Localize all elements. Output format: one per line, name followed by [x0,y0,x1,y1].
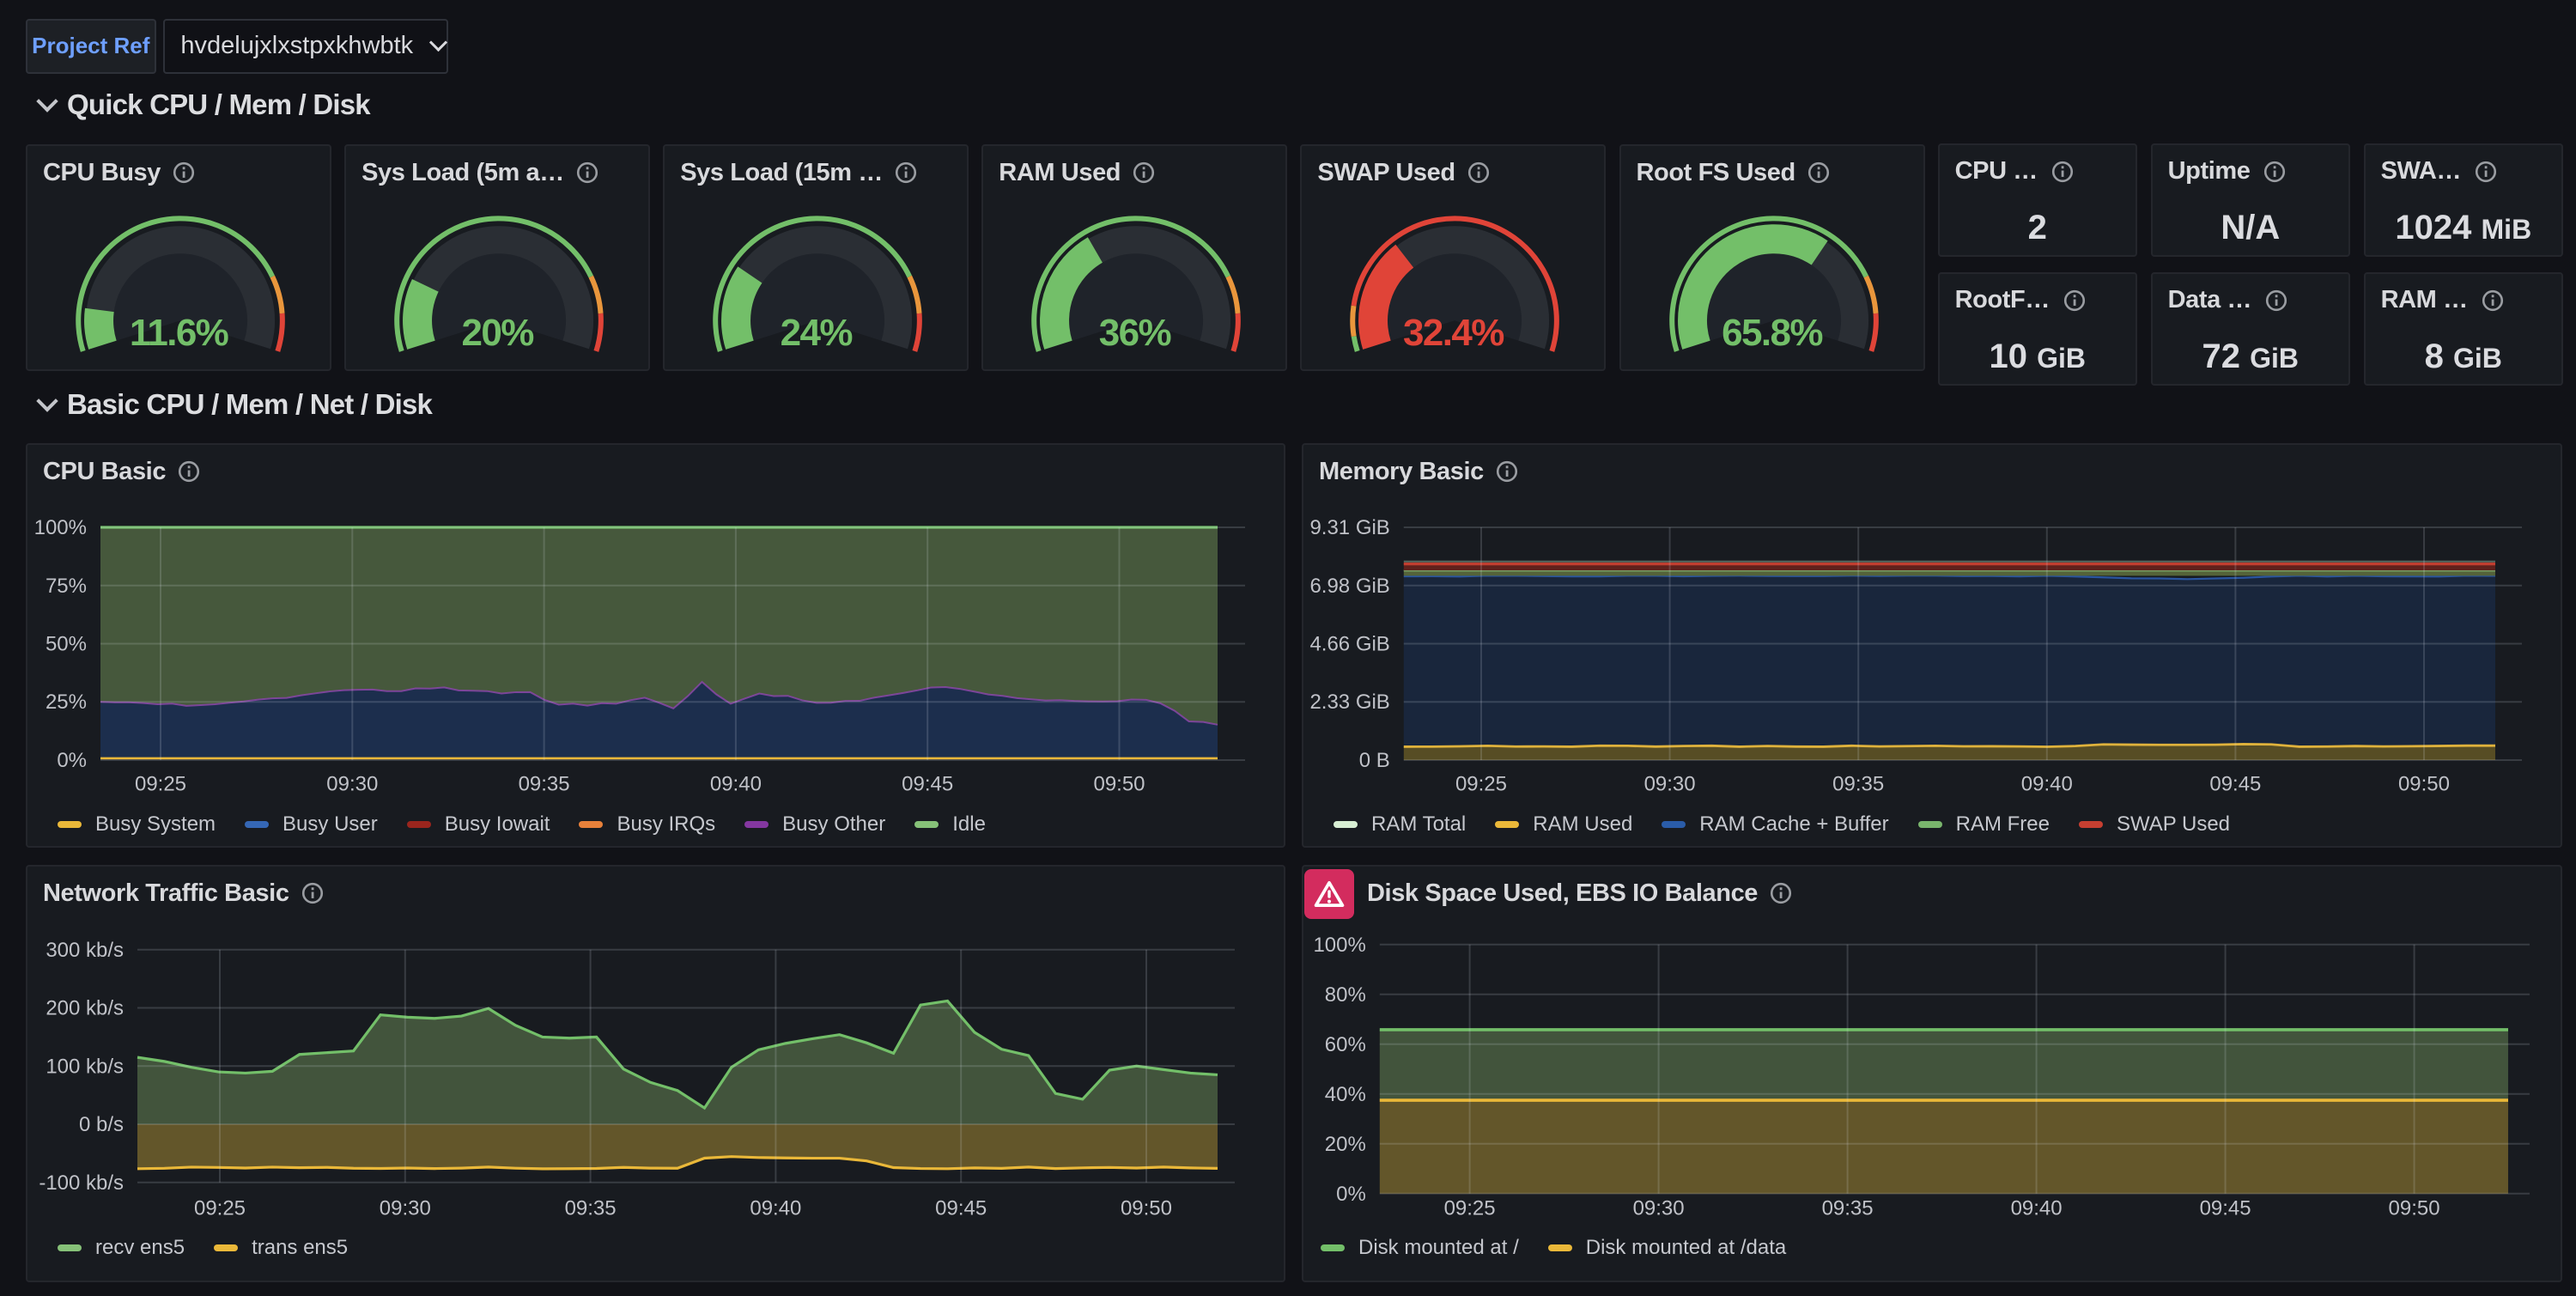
svg-text:09:30: 09:30 [1644,773,1696,796]
svg-text:09:30: 09:30 [326,773,378,796]
svg-text:09:40: 09:40 [710,773,762,796]
svg-text:09:45: 09:45 [935,1197,987,1220]
svg-text:09:40: 09:40 [2021,773,2073,796]
svg-text:09:45: 09:45 [2200,1197,2251,1220]
svg-text:09:50: 09:50 [2389,1197,2440,1220]
svg-text:09:50: 09:50 [2398,773,2450,796]
svg-text:0%: 0% [57,749,87,772]
svg-text:09:35: 09:35 [565,1197,617,1220]
svg-text:09:35: 09:35 [519,773,570,796]
svg-text:09:40: 09:40 [2011,1197,2063,1220]
svg-text:09:45: 09:45 [902,773,953,796]
svg-text:09:35: 09:35 [1822,1197,1874,1220]
svg-text:100%: 100% [34,516,87,539]
svg-text:4.66 GiB: 4.66 GiB [1309,633,1389,656]
svg-text:300 kb/s: 300 kb/s [46,939,124,962]
svg-text:09:45: 09:45 [2209,773,2261,796]
svg-text:100%: 100% [1313,934,1365,957]
svg-text:75%: 75% [46,575,87,598]
svg-text:2.33 GiB: 2.33 GiB [1309,691,1389,714]
svg-text:09:25: 09:25 [1455,773,1507,796]
svg-text:0 B: 0 B [1359,749,1390,772]
svg-text:80%: 80% [1325,983,1366,1007]
svg-text:0 b/s: 0 b/s [79,1113,124,1136]
svg-text:100 kb/s: 100 kb/s [46,1056,124,1079]
svg-text:25%: 25% [46,691,87,714]
svg-text:0%: 0% [1336,1183,1366,1206]
svg-text:50%: 50% [46,633,87,656]
svg-text:09:40: 09:40 [750,1197,801,1220]
svg-text:20%: 20% [1325,1133,1366,1156]
svg-text:09:50: 09:50 [1093,773,1145,796]
svg-text:09:30: 09:30 [1633,1197,1685,1220]
svg-text:60%: 60% [1325,1033,1366,1056]
svg-text:09:25: 09:25 [194,1197,246,1220]
svg-text:09:30: 09:30 [380,1197,431,1220]
svg-text:6.98 GiB: 6.98 GiB [1309,575,1389,598]
svg-text:09:25: 09:25 [1444,1197,1496,1220]
svg-text:200 kb/s: 200 kb/s [46,997,124,1020]
svg-text:09:50: 09:50 [1121,1197,1172,1220]
svg-text:9.31 GiB: 9.31 GiB [1309,516,1389,539]
svg-text:09:25: 09:25 [135,773,186,796]
svg-text:40%: 40% [1325,1083,1366,1106]
svg-text:-100 kb/s: -100 kb/s [39,1171,124,1195]
svg-text:09:35: 09:35 [1832,773,1884,796]
